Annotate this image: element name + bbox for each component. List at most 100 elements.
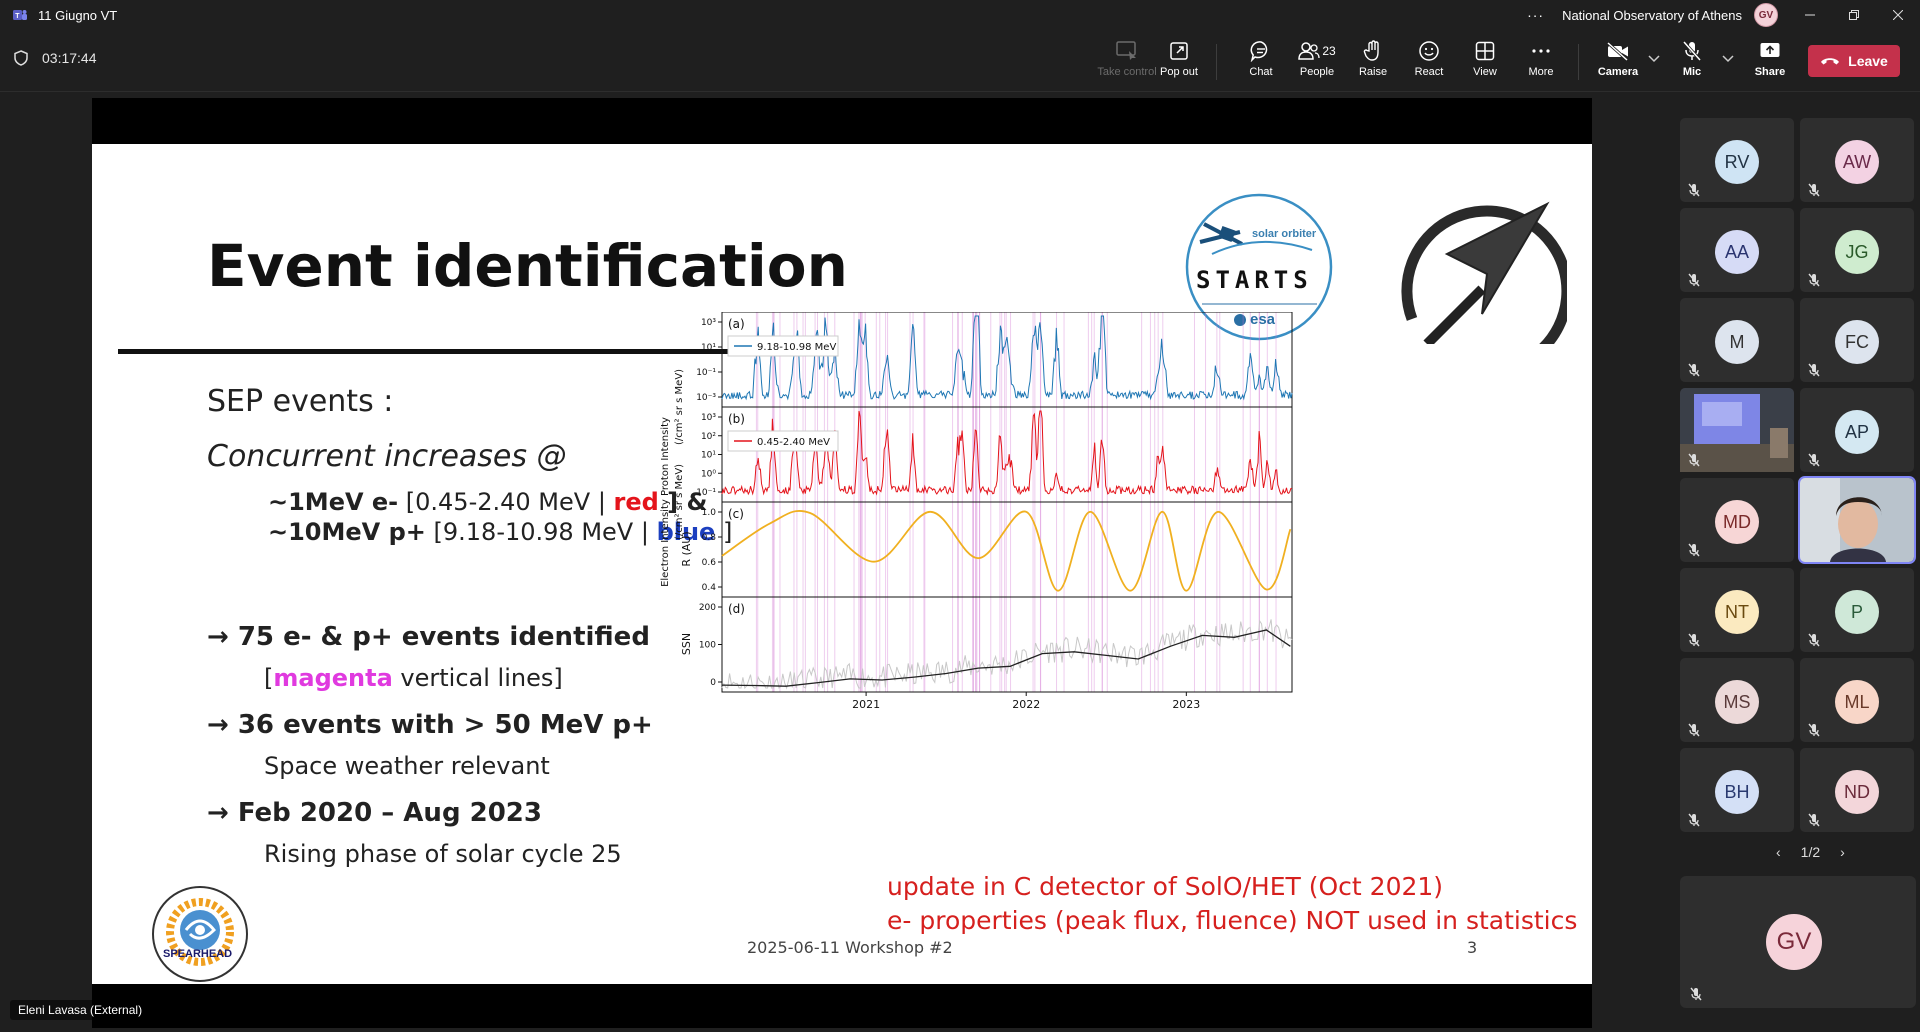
react-label: React	[1414, 66, 1444, 78]
people-label: People	[1299, 66, 1335, 78]
het-update-note: update in C detector of SolO/HET (Oct 20…	[887, 872, 1444, 901]
bullet-events-identified-note: [magenta vertical lines]	[264, 664, 563, 692]
minimize-icon	[1805, 14, 1815, 16]
bullet-date-range: → Feb 2020 – Aug 2023	[207, 798, 542, 828]
self-avatar: GV	[1766, 914, 1822, 970]
shared-screen[interactable]: Event identification SEP events : Concur…	[92, 98, 1592, 1028]
meeting-timer: 03:17:44	[14, 50, 97, 66]
slide-title: Event identification	[207, 232, 848, 300]
participant-tile[interactable]: AW	[1800, 118, 1914, 202]
participant-tile[interactable]: ML	[1800, 658, 1914, 742]
raise-hand-icon	[1363, 40, 1379, 61]
organization-name[interactable]: National Observatory of Athens	[1562, 7, 1742, 23]
participant-tile[interactable]: MD	[1680, 478, 1794, 562]
electron-energy-label: ~1MeV e-	[268, 488, 399, 516]
solar-orbiter-text: solar orbiter	[1252, 228, 1317, 240]
monthly-sunspot-number-line	[721, 629, 1291, 687]
shield-icon	[14, 50, 28, 66]
take-control-button[interactable]: Take control	[1097, 38, 1157, 86]
toolbar-divider	[1578, 44, 1579, 80]
leave-label: Leave	[1848, 53, 1888, 69]
arrowhead-logo-icon	[1401, 201, 1567, 344]
y-tick-label: 10³	[701, 318, 716, 328]
close-window-button[interactable]	[1876, 0, 1920, 30]
mic-options-chevron-down-icon[interactable]	[1722, 50, 1734, 66]
camera-options-chevron-down-icon[interactable]	[1648, 50, 1660, 66]
share-screen-icon	[1760, 43, 1780, 57]
mic-muted-icon	[1686, 812, 1702, 828]
y-tick-label: 10⁻¹	[696, 368, 716, 378]
more-icon	[1532, 49, 1550, 53]
mic-muted-icon	[1688, 986, 1704, 1002]
mic-muted-icon	[1806, 362, 1822, 378]
mic-muted-icon	[1686, 632, 1702, 648]
participant-avatar: AW	[1835, 140, 1879, 184]
solar-orbiter-starts-logo: solar orbiter STARTS esa	[1182, 192, 1337, 342]
participant-tile[interactable]: RV	[1680, 118, 1794, 202]
mic-muted-icon	[1806, 452, 1822, 468]
participant-tile[interactable]: ND	[1800, 748, 1914, 832]
y-tick-label: 100	[699, 641, 716, 651]
y-axis-label-distance: R (AU)	[680, 531, 693, 566]
close-icon	[1893, 10, 1903, 20]
slide-page-number: 3	[1467, 938, 1478, 957]
next-page-chevron-right-icon[interactable]: ›	[1840, 844, 1845, 860]
y-tick-label: 10¹	[701, 451, 716, 461]
proton-energy-line: ~10MeV p+ [9.18-10.98 MeV | blue ]	[268, 518, 732, 546]
restore-icon	[1849, 10, 1859, 20]
share-button[interactable]: Share	[1742, 38, 1798, 86]
y-tick-label: 10⁰	[701, 469, 716, 479]
pop-out-label: Pop out	[1160, 66, 1198, 78]
leave-button[interactable]: Leave	[1808, 45, 1900, 77]
self-video-tile[interactable]: GV	[1680, 876, 1916, 1008]
participant-tile[interactable]: AA	[1680, 208, 1794, 292]
participant-tile[interactable]: FC	[1800, 298, 1914, 382]
bullet-50mev-note: Space weather relevant	[264, 752, 550, 780]
more-options-icon[interactable]: ···	[1527, 7, 1545, 23]
participant-tile[interactable]: P	[1800, 568, 1914, 652]
participant-tile[interactable]: M	[1680, 298, 1794, 382]
people-count: 23	[1322, 44, 1336, 58]
participant-tile[interactable]: AP	[1800, 388, 1914, 472]
slide-footer-date: 2025-06-11 Workshop #2	[747, 938, 953, 957]
mic-muted-icon	[1686, 272, 1702, 288]
more-label: More	[1528, 66, 1554, 78]
y-tick-label: 0.6	[702, 558, 717, 568]
pop-out-button[interactable]: Pop out	[1151, 38, 1207, 86]
react-button[interactable]: React	[1401, 38, 1457, 86]
starts-text: STARTS	[1196, 266, 1313, 294]
restore-button[interactable]	[1832, 0, 1876, 30]
title-bar: T 11 Giugno VT ··· National Observatory …	[0, 0, 1920, 30]
previous-page-chevron-left-icon[interactable]: ‹	[1776, 844, 1781, 860]
account-avatar[interactable]: GV	[1754, 3, 1778, 27]
electron-properties-note: e- properties (peak flux, fluence) NOT u…	[887, 906, 1578, 935]
camera-off-icon	[1606, 41, 1629, 61]
bullet-events-identified: → 75 e- & p+ events identified	[207, 622, 650, 652]
minimize-button[interactable]	[1788, 0, 1832, 30]
participant-tile[interactable]: BH	[1680, 748, 1794, 832]
view-button[interactable]: View	[1457, 38, 1513, 86]
participant-tile[interactable]: NT	[1680, 568, 1794, 652]
chat-button[interactable]: Chat	[1233, 38, 1289, 86]
people-button[interactable]: 23 People	[1289, 38, 1345, 86]
camera-button[interactable]: Camera	[1590, 38, 1646, 86]
title-underline	[118, 349, 783, 354]
participant-tile[interactable]	[1680, 388, 1794, 472]
chart-panel-frame	[721, 501, 1293, 598]
view-label: View	[1473, 66, 1497, 78]
more-button[interactable]: More	[1513, 38, 1569, 86]
mic-button[interactable]: Mic	[1664, 38, 1720, 86]
raise-hand-button[interactable]: Raise	[1345, 38, 1401, 86]
y-tick-label: 0.4	[702, 583, 717, 593]
panel-label: (c)	[728, 507, 744, 521]
mic-muted-icon	[1806, 272, 1822, 288]
share-label: Share	[1754, 66, 1786, 78]
participant-tile[interactable]	[1798, 476, 1916, 564]
participant-tile[interactable]: MS	[1680, 658, 1794, 742]
presenter-name-label: Eleni Lavasa (External)	[10, 1000, 151, 1020]
y-tick-label: 0	[710, 678, 716, 688]
participant-avatar: FC	[1835, 320, 1879, 364]
pop-out-icon	[1170, 42, 1188, 60]
participant-tile[interactable]: JG	[1800, 208, 1914, 292]
